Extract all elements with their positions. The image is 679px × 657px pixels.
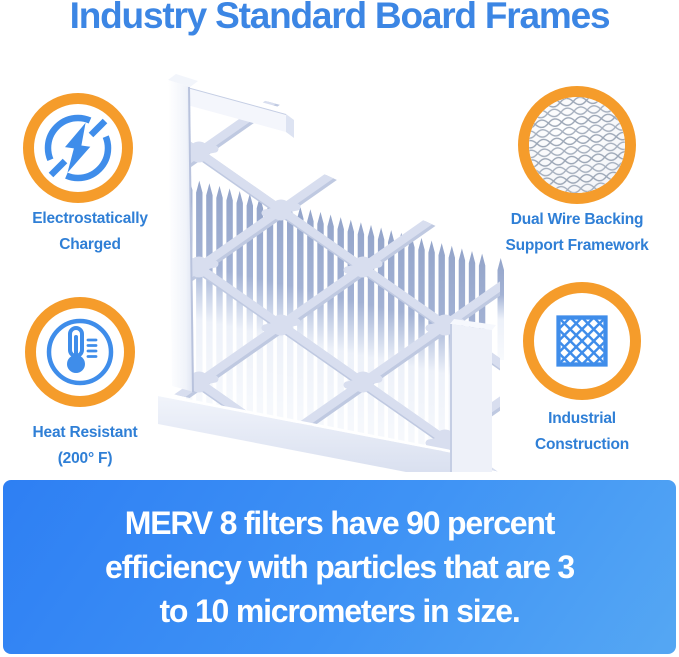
lattice-lines: [560, 319, 604, 363]
merv-info-banner: MERV 8 filters have 90 percent efficienc…: [3, 480, 676, 654]
feature-label-line: Support Framework: [505, 237, 649, 254]
feature-label-line: Charged: [59, 236, 121, 253]
feature-label-line: Dual Wire Backing: [510, 211, 644, 228]
pleated-air-filter-illustration: [158, 74, 504, 472]
feature-label-line: Heat Resistant: [32, 424, 138, 441]
feature-label-line: Construction: [534, 436, 630, 453]
banner-line: efficiency with particles that are 3: [105, 549, 575, 585]
feature-label-line: Industrial: [548, 410, 616, 427]
feature-label-line: (200° F): [57, 450, 113, 467]
feature-ring-industrial: [523, 282, 641, 400]
feature-ring-wire-backing: [518, 86, 636, 204]
banner-line: MERV 8 filters have 90 percent: [124, 505, 556, 541]
feature-label-industrial: Industrial Construction: [497, 406, 667, 458]
feature-label-electrostatic: Electrostatically Charged: [0, 206, 180, 258]
banner-line: to 10 micrometers in size.: [159, 593, 520, 629]
lightning-icon: [44, 114, 112, 182]
feature-label-wire-backing: Dual Wire Backing Support Framework: [482, 207, 672, 259]
filter-frame-boards: [158, 74, 496, 472]
page-title: Industry Standard Board Frames: [69, 0, 611, 36]
feature-label-heat: Heat Resistant (200° F): [0, 420, 170, 472]
diamond-lattice-icon: [556, 315, 608, 367]
thermometer-icon: [46, 318, 114, 386]
feature-ring-heat: [25, 297, 135, 407]
feature-label-line: Electrostatically: [32, 210, 148, 227]
wire-mesh-icon: [529, 97, 625, 193]
feature-ring-electrostatic: [23, 93, 133, 203]
